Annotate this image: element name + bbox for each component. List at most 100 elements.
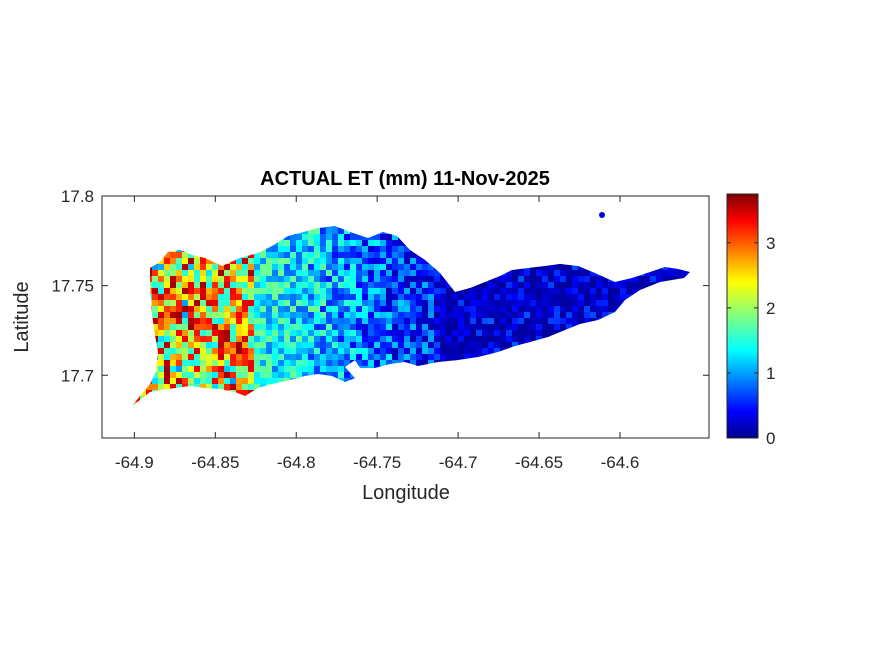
et-cell — [368, 258, 375, 265]
et-cell — [668, 330, 675, 337]
et-cell — [284, 384, 291, 391]
et-cell — [566, 306, 573, 313]
et-cell — [584, 348, 591, 355]
et-cell — [686, 264, 690, 271]
et-cell — [272, 264, 279, 271]
et-cell — [194, 306, 201, 313]
et-cell — [518, 366, 525, 373]
et-cell — [512, 264, 519, 271]
et-cell — [338, 360, 345, 367]
et-cell — [590, 402, 597, 406]
et-cell — [434, 342, 441, 349]
et-cell — [332, 276, 339, 283]
et-cell — [176, 276, 183, 283]
et-cell — [140, 354, 147, 361]
et-cell — [212, 246, 219, 253]
et-cell — [140, 294, 147, 301]
et-cell — [602, 300, 609, 307]
et-cell — [326, 390, 333, 397]
et-cell — [314, 240, 321, 247]
et-cell — [386, 246, 393, 253]
et-cell — [656, 288, 663, 295]
et-cell — [212, 252, 219, 259]
et-cell — [356, 252, 363, 259]
et-cell — [548, 366, 555, 373]
et-cell — [452, 348, 459, 355]
et-cell — [692, 336, 699, 343]
et-cell — [260, 324, 267, 331]
et-cell — [182, 240, 189, 247]
et-cell — [308, 288, 315, 295]
et-cell — [500, 228, 507, 235]
et-cell — [386, 318, 393, 325]
et-cell — [386, 270, 393, 277]
et-cell — [464, 294, 471, 301]
et-cell — [686, 294, 690, 301]
et-cell — [476, 402, 483, 406]
et-cell — [344, 384, 351, 391]
et-cell — [584, 294, 591, 301]
et-cell — [224, 276, 231, 283]
et-cell — [398, 318, 405, 325]
et-cell — [278, 366, 285, 373]
et-cell — [566, 276, 573, 283]
et-cell — [638, 402, 645, 406]
et-cell — [578, 366, 585, 373]
et-cell — [422, 246, 429, 253]
et-cell — [476, 408, 483, 415]
et-cell — [488, 384, 495, 391]
et-cell — [464, 390, 471, 397]
et-cell — [362, 264, 369, 271]
et-cell — [254, 318, 261, 325]
et-cell — [314, 402, 321, 406]
et-cell — [248, 228, 255, 235]
et-cell — [134, 258, 141, 265]
et-cell — [272, 234, 279, 241]
et-cell — [272, 396, 279, 403]
et-cell — [638, 228, 645, 235]
et-cell — [584, 270, 591, 277]
et-cell — [596, 240, 603, 247]
et-cell — [596, 226, 603, 229]
et-cell — [452, 226, 459, 229]
et-cell — [152, 226, 159, 229]
et-cell — [158, 390, 165, 397]
et-cell — [272, 282, 279, 289]
et-cell — [392, 258, 399, 265]
et-cell — [290, 408, 297, 415]
et-cell — [272, 330, 279, 337]
et-cell — [170, 282, 177, 289]
et-cell — [132, 396, 135, 403]
et-cell — [500, 276, 507, 283]
et-cell — [578, 342, 585, 349]
et-cell — [416, 342, 423, 349]
et-cell — [632, 312, 639, 319]
et-cell — [440, 234, 447, 241]
et-cell — [392, 300, 399, 307]
et-cell — [554, 294, 561, 301]
et-cell — [212, 366, 219, 373]
et-cell — [320, 330, 327, 337]
et-cell — [278, 390, 285, 397]
et-cell — [260, 306, 267, 313]
et-cell — [146, 270, 153, 277]
et-cell — [224, 354, 231, 361]
et-cell — [218, 378, 225, 385]
et-cell — [206, 390, 213, 397]
et-cell — [308, 318, 315, 325]
et-cell — [248, 252, 255, 259]
et-cell — [662, 348, 669, 355]
et-cell — [212, 390, 219, 397]
et-cell — [482, 378, 489, 385]
et-cell — [644, 312, 651, 319]
et-cell — [662, 246, 669, 253]
et-cell — [200, 282, 207, 289]
et-cell — [242, 288, 249, 295]
et-cell — [140, 252, 147, 259]
et-cell — [464, 246, 471, 253]
et-cell — [326, 306, 333, 313]
et-cell — [404, 258, 411, 265]
et-cell — [656, 396, 663, 403]
et-cell — [266, 240, 273, 247]
et-cell — [326, 336, 333, 343]
